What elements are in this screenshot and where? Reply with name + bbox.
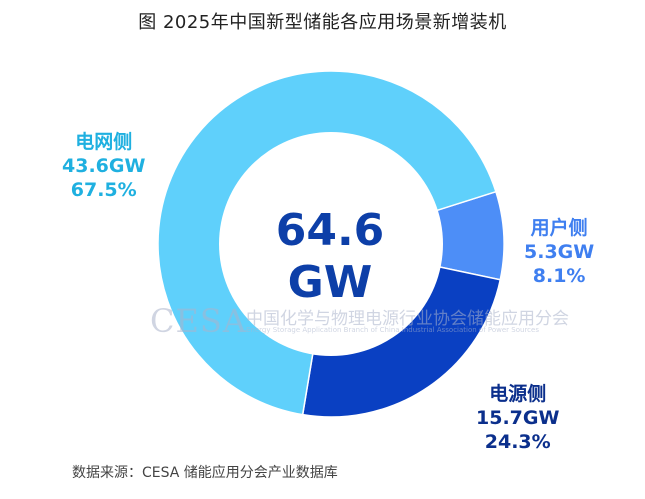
label-power-source-side: 电源侧 15.7GW 24.3% xyxy=(476,382,559,454)
center-value-unit: GW xyxy=(287,257,373,308)
slice-label-percent: 8.1% xyxy=(532,265,586,287)
slice-label-percent: 67.5% xyxy=(70,179,137,201)
center-value-number: 64.6 xyxy=(275,205,385,256)
center-total: 64.6 GW xyxy=(250,205,410,309)
donut-hole xyxy=(219,132,443,356)
watermark-logo: CESA xyxy=(150,302,247,340)
label-user-side: 用户侧 5.3GW 8.1% xyxy=(524,216,594,288)
slice-label-value: 43.6GW xyxy=(62,155,146,177)
label-grid-side: 电网侧 43.6GW 67.5% xyxy=(62,130,145,202)
slice-label-name: 用户侧 xyxy=(530,217,588,239)
chart-title: 图 2025年中国新型储能各应用场景新增装机 xyxy=(138,12,507,33)
slice-label-value: 5.3GW xyxy=(524,241,595,263)
slice-label-value: 15.7GW xyxy=(476,407,560,429)
data-source-note: 数据来源：CESA 储能应用分会产业数据库 xyxy=(72,465,338,481)
slice-label-name: 电源侧 xyxy=(489,383,547,405)
slice-label-percent: 24.3% xyxy=(484,431,551,453)
watermark-en-text: Energy Storage Application Branch of Chi… xyxy=(246,326,539,334)
watermark-cn-text: 中国化学与物理电源行业协会储能应用分会 xyxy=(246,309,569,329)
slice-label-name: 电网侧 xyxy=(75,131,133,153)
